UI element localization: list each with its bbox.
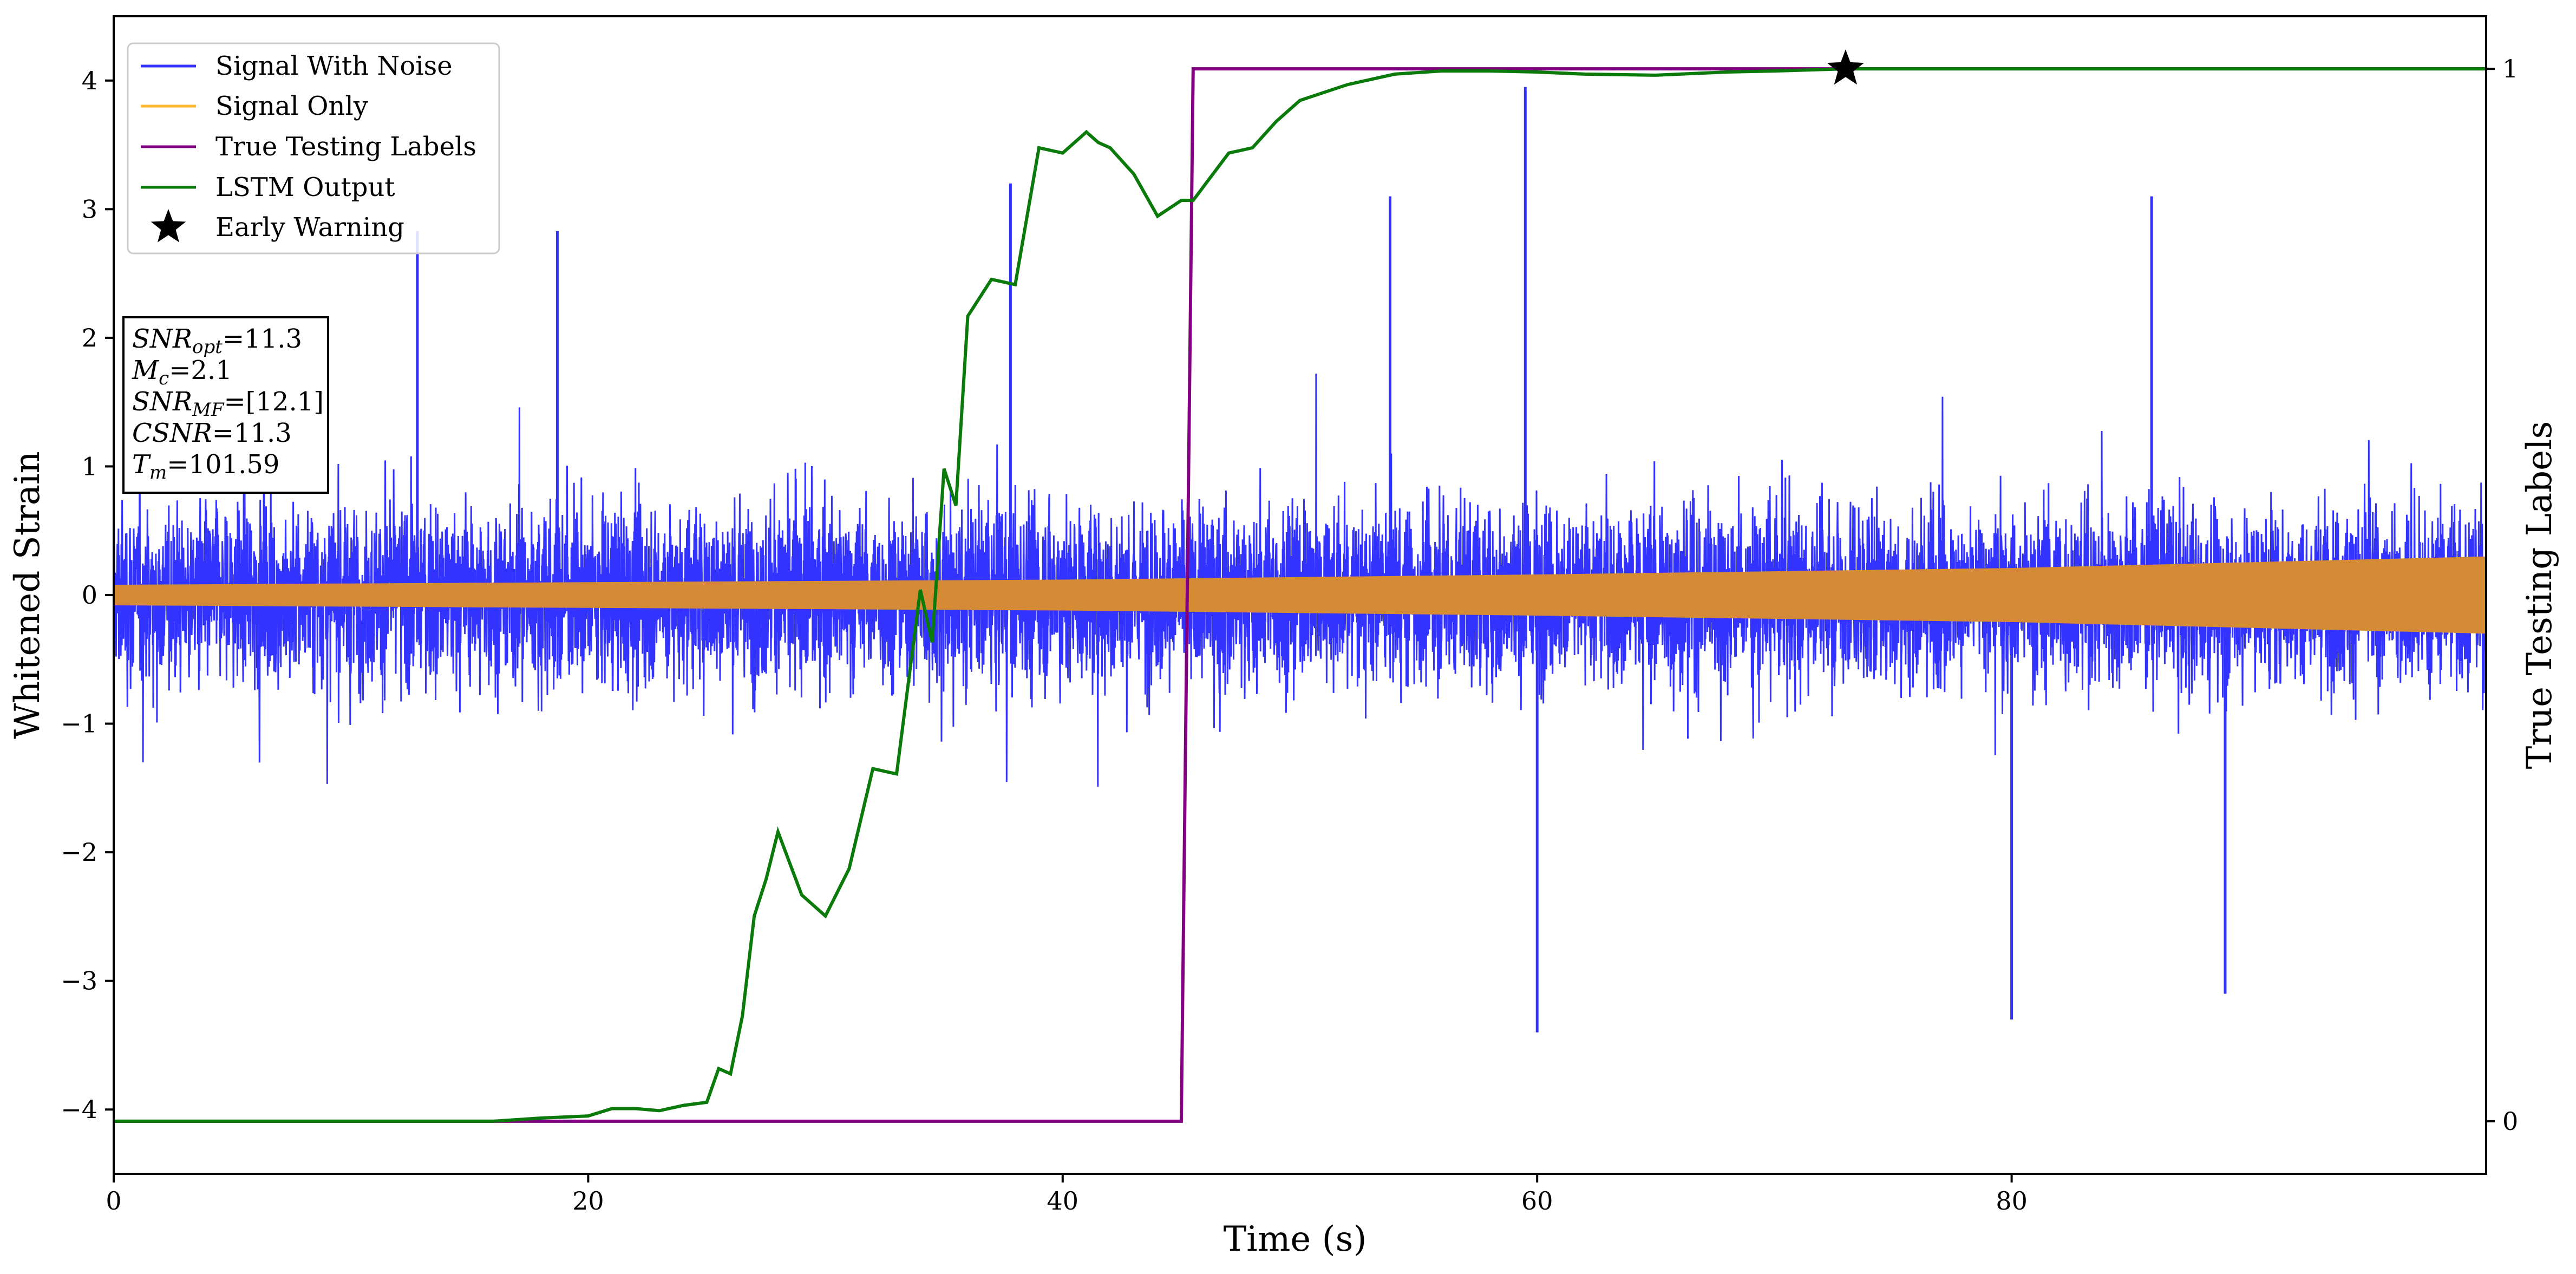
x-tick-label: 0 <box>106 1186 121 1216</box>
info-line: Tm=101.59 <box>132 449 279 484</box>
y-tick-label: 0 <box>82 580 97 610</box>
lstm-output-line <box>114 67 2486 1123</box>
y2-tick-label: 1 <box>2502 54 2518 83</box>
x-tick-label: 60 <box>1521 1186 1553 1216</box>
y-axis: −4 −3 −2 −1 0 1 2 3 4 <box>61 66 114 1124</box>
y-tick-label: 3 <box>82 194 97 224</box>
info-line: CSNR=11.3 <box>132 418 292 448</box>
y-tick-label: 4 <box>82 66 97 95</box>
y-tick-label: −3 <box>61 966 97 996</box>
legend-label-lstm: LSTM Output <box>215 172 395 202</box>
signal-band <box>114 556 2486 634</box>
info-box-frame <box>122 316 329 494</box>
x-tick-label: 20 <box>572 1186 604 1216</box>
legend-label-labels: True Testing Labels <box>215 132 476 162</box>
lstm-output-series <box>114 67 2486 1123</box>
y2-axis: 01 <box>2486 54 2518 1136</box>
info-line: SNRMF=[12.1] <box>132 387 324 421</box>
early-warning-series <box>1827 49 1865 85</box>
noise-series <box>114 87 2486 1033</box>
x-axis-title: Time (s) <box>1224 1219 1367 1259</box>
info-box: SNRopt=11.3Mc=2.1SNRMF=[12.1]CSNR=11.3Tm… <box>122 316 329 494</box>
legend-box <box>127 42 500 254</box>
y2-axis-title: True Testing Labels <box>2520 421 2560 769</box>
legend-label-star: Early Warning <box>215 212 404 243</box>
info-line: Mc=2.1 <box>132 355 232 389</box>
y-axis-title: Whitened Strain <box>8 451 48 739</box>
signal-series <box>114 556 2486 634</box>
y-tick-label: −4 <box>61 1095 97 1124</box>
legend-label-noise: Signal With Noise <box>215 51 453 81</box>
x-tick-label: 40 <box>1047 1186 1079 1216</box>
x-tick-label: 80 <box>1996 1186 2028 1216</box>
x-axis: 0 20 40 60 80 <box>106 1174 2028 1216</box>
legend: Signal With Noise Signal Only True Testi… <box>127 42 500 254</box>
y-tick-label: 1 <box>82 452 97 481</box>
info-line: SNRopt=11.3 <box>132 324 302 358</box>
legend-swatch-star <box>151 209 186 243</box>
early-warning-star <box>1827 49 1865 85</box>
y2-tick-label: 0 <box>2502 1107 2518 1136</box>
y-tick-label: 2 <box>82 323 97 352</box>
legend-label-signal: Signal Only <box>215 91 368 121</box>
y-tick-label: −2 <box>61 838 97 867</box>
y-tick-label: −1 <box>61 709 97 739</box>
